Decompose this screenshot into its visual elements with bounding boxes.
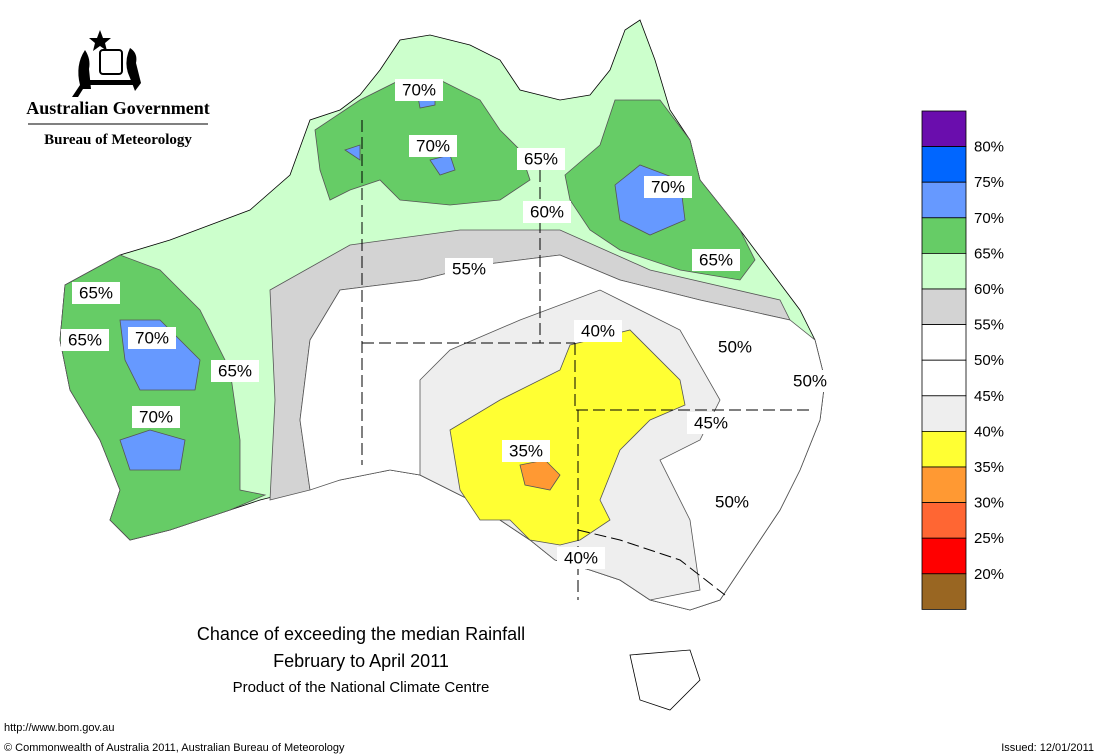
coat-of-arms <box>72 30 141 97</box>
contour-label: 70% <box>139 407 173 426</box>
subtitle: February to April 2011 <box>273 651 449 671</box>
government-name: Australian Government <box>26 98 210 118</box>
contour-label: 65% <box>218 361 252 380</box>
contour-label: 50% <box>715 492 749 511</box>
legend-swatch <box>921 110 967 147</box>
legend-label: 55% <box>974 317 1004 334</box>
label-background <box>72 282 120 304</box>
legend-label: 35% <box>974 459 1004 476</box>
contour-label: 65% <box>79 283 113 302</box>
legend-swatch <box>921 146 967 183</box>
label-background <box>786 370 834 392</box>
legend-swatch <box>921 537 967 575</box>
legend-swatch <box>921 466 967 503</box>
label-background <box>644 176 692 198</box>
copyright: © Commonwealth of Australia 2011, Austra… <box>4 742 345 754</box>
agency-name: Bureau of Meteorology <box>44 132 192 148</box>
label-background <box>132 406 180 428</box>
legend-swatch <box>921 395 967 432</box>
label-background <box>61 329 109 351</box>
state-border <box>577 529 726 596</box>
legend-label: 75% <box>974 174 1004 191</box>
legend-swatch <box>921 430 967 468</box>
label-background <box>574 320 622 342</box>
contour-label: 65% <box>524 149 558 168</box>
legend-label: 40% <box>974 423 1004 440</box>
legend-label: 70% <box>974 210 1004 227</box>
zone-40 <box>449 329 686 546</box>
contour-label: 50% <box>718 337 752 356</box>
contour-label: 70% <box>402 80 436 99</box>
contour-labels: 70% 70% 65% 60% 70% 65% 55% 65% 65% 70% 65% 70% 40% 5… <box>61 79 834 569</box>
zone-70-southwest <box>119 429 186 471</box>
label-background <box>708 491 756 513</box>
contour-label: 40% <box>581 321 615 340</box>
contour-label: 60% <box>530 202 564 221</box>
legend-swatch <box>921 359 967 397</box>
legend-swatch <box>921 181 967 219</box>
label-background <box>395 79 443 101</box>
label-background <box>502 440 550 462</box>
label-background <box>211 360 259 382</box>
legend-swatch <box>921 288 967 325</box>
tasmania <box>629 649 701 711</box>
legend-swatch <box>921 324 967 361</box>
contour-label: 40% <box>564 548 598 567</box>
contour-label: 65% <box>699 250 733 269</box>
issued-date: Issued: 12/01/2011 <box>1001 742 1094 754</box>
contour-label: 35% <box>509 441 543 460</box>
contour-label: 70% <box>135 328 169 347</box>
legend-label: 65% <box>974 245 1004 262</box>
contour-label: 45% <box>694 413 728 432</box>
label-background <box>692 249 740 271</box>
label-background <box>557 547 605 569</box>
legend: 80% 75% 70% 65% 60% 55% 50% 45% 40% 35% 30% 25% 20% <box>921 110 1004 610</box>
legend-swatch <box>921 502 967 539</box>
australia-map <box>59 19 826 711</box>
legend-swatch <box>921 252 967 290</box>
label-background <box>128 327 176 349</box>
title: Chance of exceeding the median Rainfall <box>197 624 525 644</box>
legend-label: 25% <box>974 530 1004 547</box>
legend-swatch <box>921 573 967 610</box>
label-background <box>445 258 493 280</box>
product-note: Product of the National Climate Centre <box>233 679 490 696</box>
label-background <box>523 201 571 223</box>
label-background <box>687 412 735 434</box>
legend-swatch <box>921 217 967 254</box>
zone-65-west <box>59 254 267 541</box>
url: http://www.bom.gov.au <box>4 722 114 734</box>
contour-label: 55% <box>452 259 486 278</box>
legend-label: 80% <box>974 139 1004 156</box>
label-background <box>517 148 565 170</box>
legend-label: 20% <box>974 566 1004 583</box>
legend-label: 45% <box>974 388 1004 405</box>
label-background <box>409 135 457 157</box>
zone-70-north-3 <box>344 144 361 161</box>
legend-label: 60% <box>974 281 1004 298</box>
label-background <box>711 336 759 358</box>
legend-label: 30% <box>974 495 1004 512</box>
contour-label: 65% <box>68 330 102 349</box>
contour-label: 70% <box>416 136 450 155</box>
legend-label: 50% <box>974 352 1004 369</box>
contour-label: 70% <box>651 177 685 196</box>
contour-label: 50% <box>793 371 827 390</box>
state-border <box>574 343 810 411</box>
